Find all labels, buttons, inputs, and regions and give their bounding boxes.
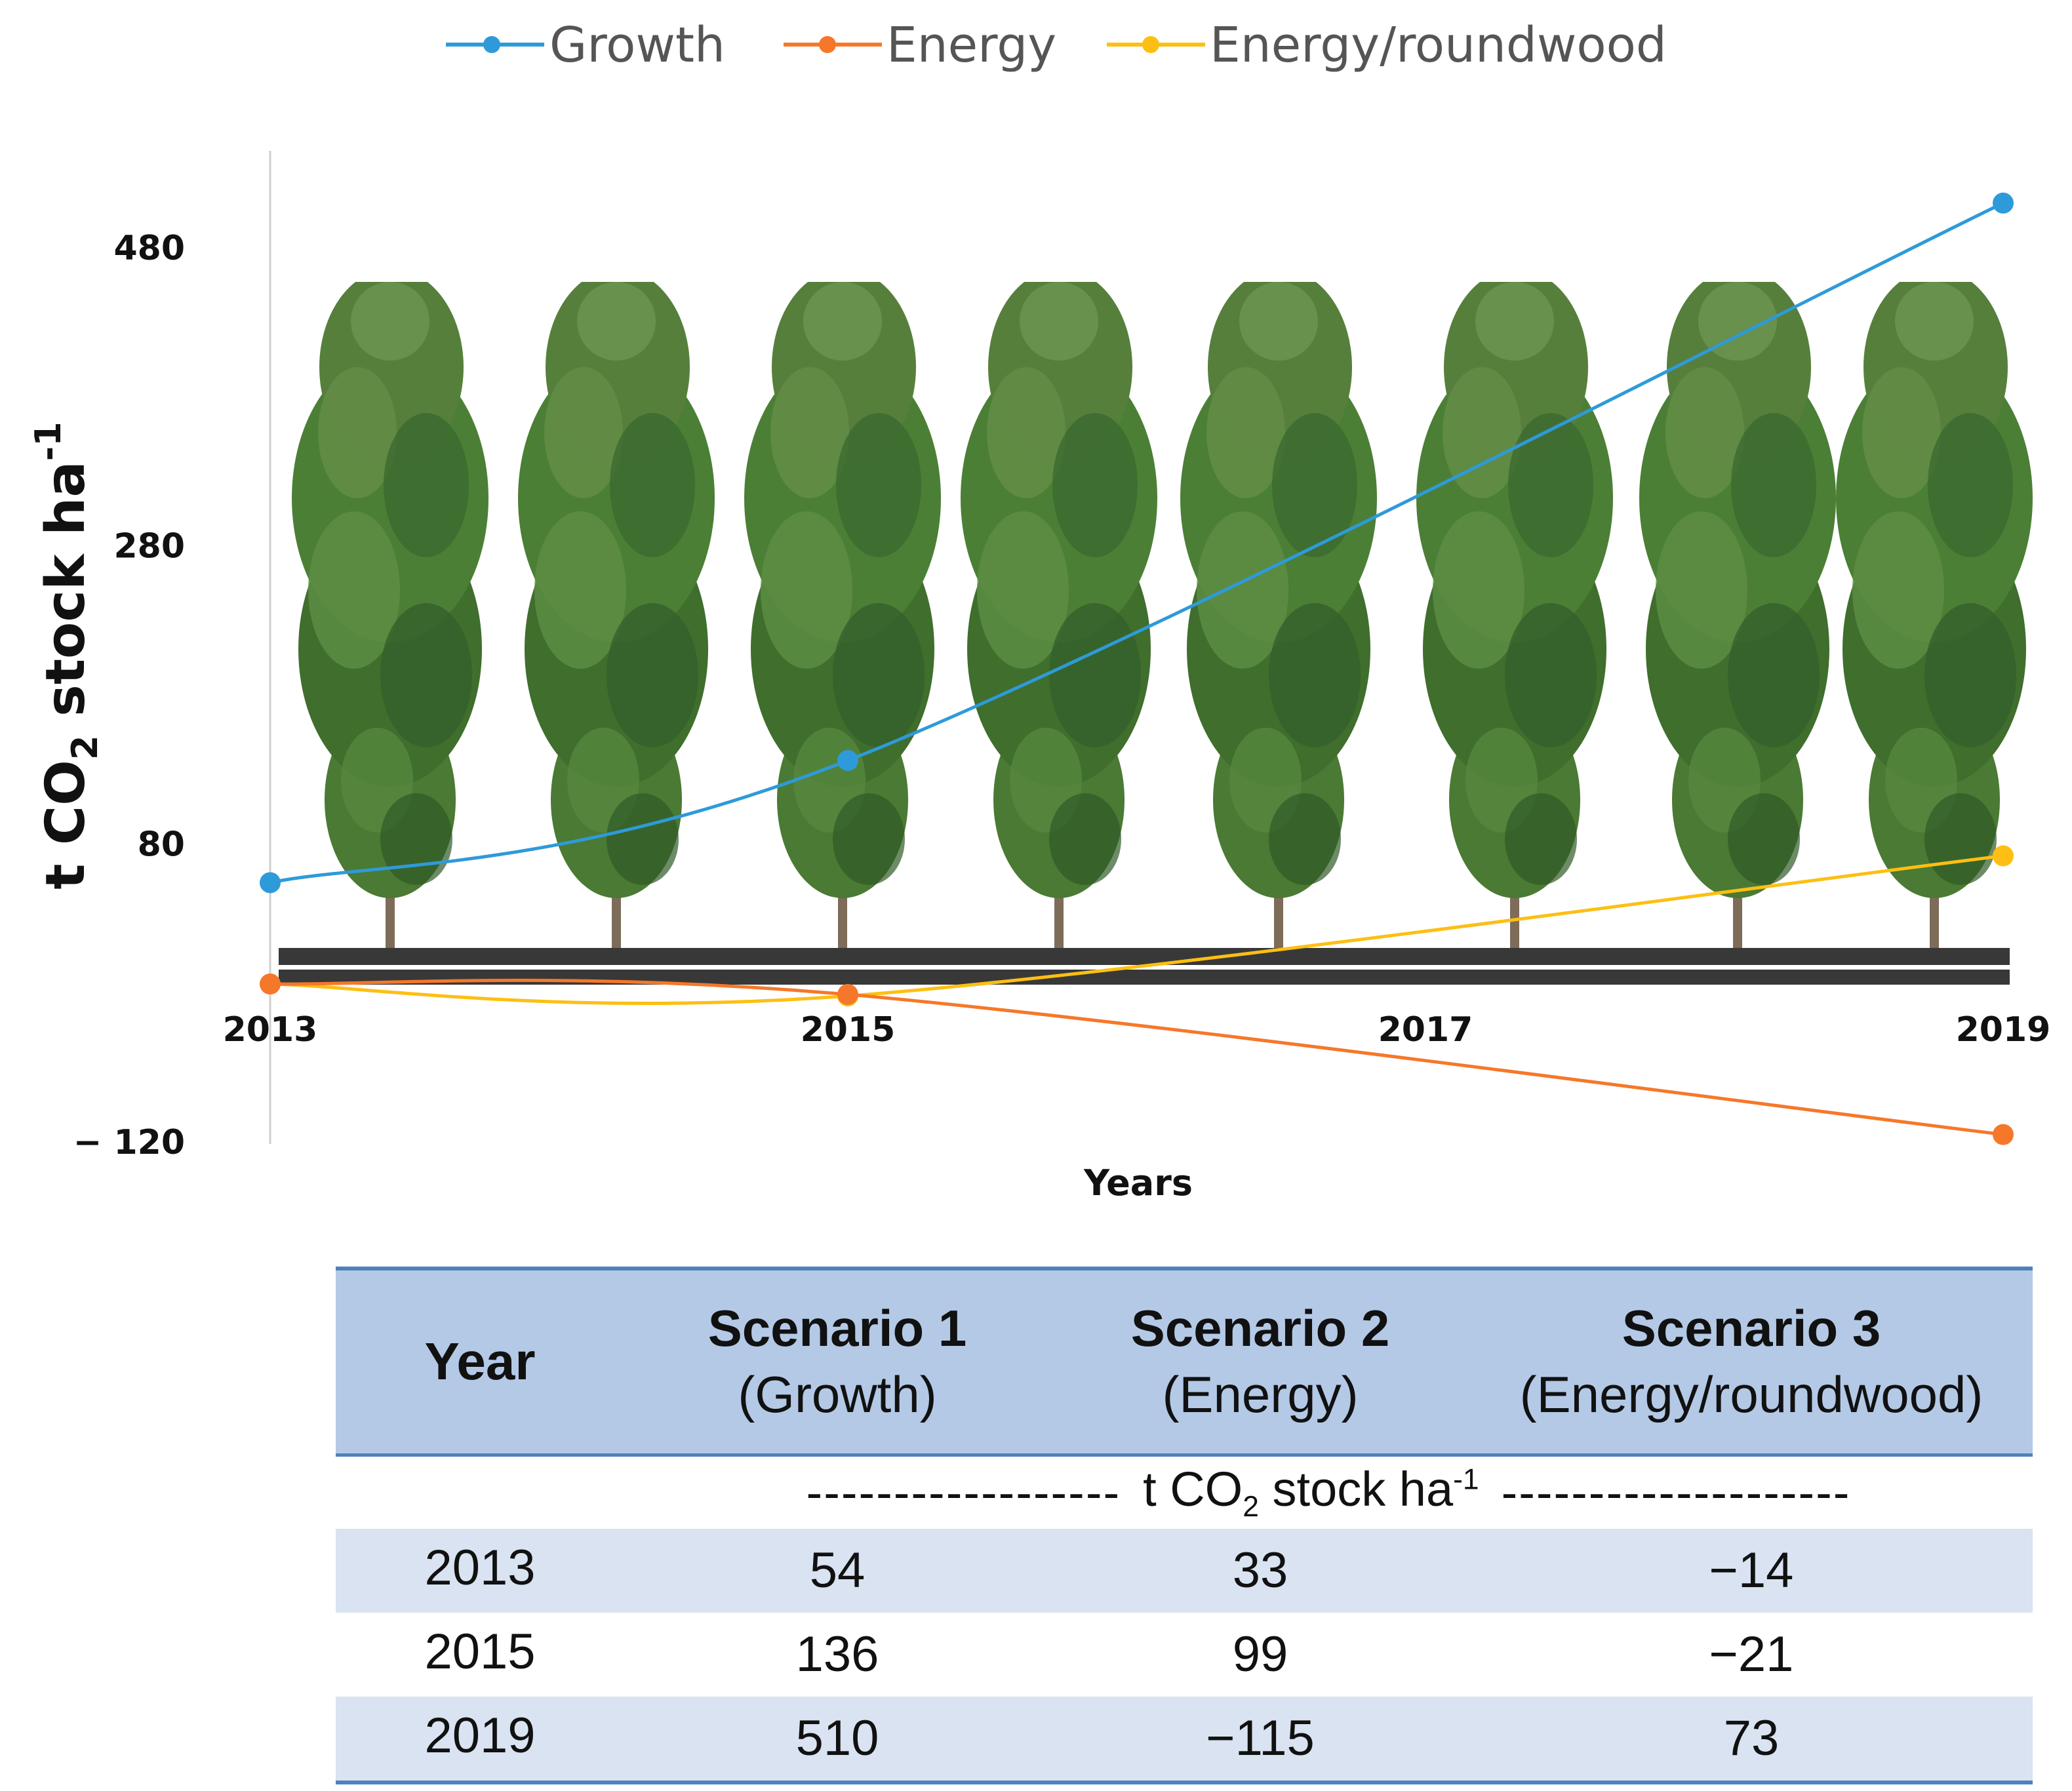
cell-scenario-1: 54 <box>809 1543 866 1598</box>
cell-scenario-1: 136 <box>795 1626 879 1682</box>
cell-scenario-2: 99 <box>1232 1626 1288 1682</box>
data-point-growth-2015 <box>837 750 858 772</box>
x-tick-label: 2015 <box>801 1010 896 1050</box>
legend-label-growth: Growth <box>549 17 725 73</box>
x-axis-ticks: 2013 2015 2017 2019 <box>223 1010 2051 1050</box>
cell-scenario-3: 73 <box>1723 1710 1780 1766</box>
cell-scenario-1: 510 <box>795 1710 879 1766</box>
data-point-growth-2013 <box>260 872 281 894</box>
cell-year: 2013 <box>424 1540 536 1596</box>
y-tick-label: 480 <box>113 229 185 268</box>
series-line-growth <box>269 201 2004 884</box>
data-point-energy-2015 <box>837 983 858 1005</box>
y-tick-label: 80 <box>138 825 185 864</box>
data-table: Year Scenario 1 (Growth) Scenario 2 (Energ… <box>336 1267 2033 1784</box>
units-dashes-left: ------------------ <box>806 1465 1121 1520</box>
y-tick-label: − 120 <box>73 1123 185 1162</box>
header-year: Year <box>424 1332 536 1391</box>
tree-row-background <box>292 282 2033 951</box>
table-row: 2015 136 99 −21 <box>336 1613 2033 1697</box>
legend: Growth Energy Energy/roundwood <box>446 17 1667 73</box>
series-growth <box>260 192 2014 894</box>
cell-scenario-3: −21 <box>1709 1626 1794 1682</box>
x-tick-label: 2017 <box>1378 1010 1473 1050</box>
cell-year: 2015 <box>424 1624 536 1680</box>
header-scenario-3: Scenario 3 (Energy/roundwood) <box>1519 1299 1983 1424</box>
cell-scenario-2: 33 <box>1232 1543 1288 1598</box>
series-energy <box>260 974 2014 1145</box>
data-point-energy-roundwood-2019 <box>1993 845 2014 867</box>
legend-label-energy: Energy <box>887 17 1056 73</box>
legend-label-energy-roundwood: Energy/roundwood <box>1210 17 1667 73</box>
table-header-row: Year Scenario 1 (Growth) Scenario 2 (Energ… <box>336 1269 2033 1455</box>
y-axis-ticks: 480 280 80 − 120 <box>73 229 185 1162</box>
data-point-energy-2019 <box>1993 1124 2014 1145</box>
cell-scenario-3: −14 <box>1709 1543 1794 1598</box>
series-line-energy <box>269 978 2004 1137</box>
header-scenario-1: Scenario 1 (Growth) <box>707 1299 967 1424</box>
x-tick-label: 2019 <box>1956 1010 2051 1050</box>
x-tick-label: 2013 <box>223 1010 318 1050</box>
data-point-growth-2019 <box>1993 192 2014 214</box>
table-row: 2013 54 33 −14 <box>336 1528 2033 1613</box>
units-dashes-right: -------------------- <box>1501 1465 1851 1520</box>
legend-item-energy: Energy <box>784 17 1056 73</box>
cell-scenario-2: −115 <box>1206 1710 1315 1766</box>
chart: Growth Energy Energy/roundwood 480 280 80 −… <box>28 17 2051 1204</box>
data-point-energy-2013 <box>260 974 281 995</box>
legend-item-energy-roundwood: Energy/roundwood <box>1107 17 1667 73</box>
y-axis-title: t CO2 stock ha-1 <box>28 422 106 890</box>
cell-year: 2019 <box>424 1708 536 1763</box>
table-units-row: ------------------ t CO2 stock ha-1 ----… <box>336 1455 2033 1529</box>
series-line-energy-roundwood <box>269 854 2004 1006</box>
units-label: t CO2 stock ha-1 <box>1143 1462 1479 1523</box>
table-row: 2019 510 −115 73 <box>336 1696 2033 1782</box>
x-axis-title: Years <box>1083 1162 1193 1204</box>
y-tick-label: 280 <box>113 527 185 566</box>
legend-item-growth: Growth <box>446 17 725 73</box>
header-scenario-2: Scenario 2 (Energy) <box>1130 1299 1390 1424</box>
